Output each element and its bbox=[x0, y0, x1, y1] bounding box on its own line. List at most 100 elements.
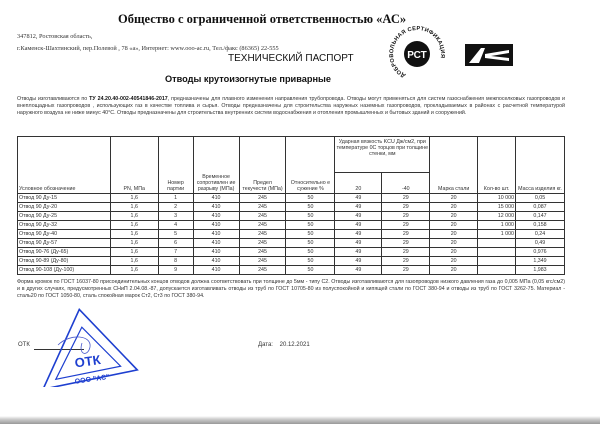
table-cell: 49 bbox=[334, 220, 383, 230]
table-cell: 0,976 bbox=[515, 247, 565, 257]
date-field: Дата: 20.12.2021 bbox=[258, 342, 310, 348]
table-cell: 0,49 bbox=[515, 238, 565, 248]
table-cell: 15 000 bbox=[477, 202, 517, 212]
table-cell: 245 bbox=[238, 211, 287, 221]
table-cell: 50 bbox=[285, 220, 336, 230]
table-cell: Отвод 90-108 (Ду-100) bbox=[17, 265, 111, 275]
table-cell: 245 bbox=[238, 256, 287, 266]
table-cell: 50 bbox=[285, 229, 336, 239]
col-impact: Ударная вязкость KCU Дж/см2, при темпера… bbox=[334, 136, 431, 173]
table-cell bbox=[477, 238, 517, 248]
table-cell: 49 bbox=[334, 265, 383, 275]
table-cell: 29 bbox=[381, 256, 431, 266]
table-cell: 29 bbox=[381, 193, 431, 203]
table-cell: 245 bbox=[238, 202, 287, 212]
table-cell: 29 bbox=[381, 211, 431, 221]
table-cell: 5 bbox=[157, 229, 194, 239]
table-cell: 29 bbox=[381, 238, 431, 248]
col-designation: Условное обозначение bbox=[17, 136, 111, 194]
certification-mark: РСТ bbox=[407, 50, 427, 61]
table-cell: 20 bbox=[429, 247, 479, 257]
table-cell: 20 bbox=[429, 211, 479, 221]
table-cell: 1,6 bbox=[109, 247, 159, 257]
document-title: ТЕХНИЧЕСКИЙ ПАСПОРТ bbox=[228, 53, 354, 64]
intro-paragraph: Отводы изготавливаются по ТУ 24.20.40-00… bbox=[17, 96, 565, 117]
table-cell: Отвод 90-89 (Ду-80) bbox=[17, 256, 111, 266]
table-cell: 410 bbox=[192, 220, 240, 230]
table-cell: 245 bbox=[238, 229, 287, 239]
table-cell: 20 bbox=[429, 220, 479, 230]
table-cell: 1,6 bbox=[109, 193, 159, 203]
table-cell: 29 bbox=[381, 265, 431, 275]
table-cell: 7 bbox=[157, 247, 194, 257]
table-cell: 20 bbox=[429, 229, 479, 239]
certification-logo: ДОБРОВОЛЬНАЯ СЕРТИФИКАЦИЯ РСТ bbox=[389, 26, 445, 79]
table-cell: 3 bbox=[157, 211, 194, 221]
table-cell: 1,983 bbox=[515, 265, 565, 275]
table-cell: 12 000 bbox=[477, 211, 517, 221]
table-cell: 1 000 bbox=[477, 220, 517, 230]
table-cell: 29 bbox=[381, 247, 431, 257]
table-cell: 50 bbox=[285, 265, 336, 275]
table-cell: 49 bbox=[334, 229, 383, 239]
col-mass: Масса изделия кг. bbox=[515, 136, 565, 194]
table-cell: 410 bbox=[192, 238, 240, 248]
table-cell: 1,6 bbox=[109, 256, 159, 266]
col-narrowing: Относительно е сужение % bbox=[285, 136, 336, 194]
table-cell: 20 bbox=[429, 238, 479, 248]
table-cell: 410 bbox=[192, 193, 240, 203]
table-cell: 1,6 bbox=[109, 229, 159, 239]
col-batch: Номер партии bbox=[157, 136, 194, 194]
address-line-1: 347812, Ростовская область, bbox=[17, 33, 93, 40]
table-cell: 4 bbox=[157, 220, 194, 230]
table-row: Отвод 90-76 (Ду-65) 1,6 7 410 245 50 49 29 20 0,9… bbox=[17, 247, 565, 257]
table-cell: 8 bbox=[157, 256, 194, 266]
table-cell: Отвод 90 Ду-57 bbox=[17, 238, 111, 248]
table-cell: 49 bbox=[334, 247, 383, 257]
table-cell: 9 bbox=[157, 265, 194, 275]
table-cell: 0,147 bbox=[515, 211, 565, 221]
table-cell: 2 bbox=[157, 202, 194, 212]
table-cell: 1 000 bbox=[477, 229, 517, 239]
table-cell: 49 bbox=[334, 256, 383, 266]
table-row: Отвод 90 Ду-20 1,6 2 410 245 50 49 29 20 15 000 0,… bbox=[17, 202, 565, 212]
table-cell: 410 bbox=[192, 256, 240, 266]
table-cell: 1,349 bbox=[515, 256, 565, 266]
col-impact-20: 20 bbox=[334, 172, 383, 194]
table-cell: 20 bbox=[429, 256, 479, 266]
address-line-2: г.Каменск-Шахтинский, пер.Полевой , 78 «… bbox=[17, 45, 279, 52]
table-row: Отвод 90 Ду-40 1,6 5 410 245 50 49 29 20 1 000 0,2… bbox=[17, 229, 565, 239]
table-row: Отвод 90 Ду-15 1,6 1 410 245 50 49 29 20 10 000 0,… bbox=[17, 193, 565, 203]
table-cell: 245 bbox=[238, 247, 287, 257]
certification-mark-circle bbox=[404, 41, 430, 67]
table-cell: 49 bbox=[334, 238, 383, 248]
table-cell: 410 bbox=[192, 229, 240, 239]
col-steel: Марка стали bbox=[429, 136, 479, 194]
table-cell: 0,158 bbox=[515, 220, 565, 230]
table-cell: Отвод 90 Ду-40 bbox=[17, 229, 111, 239]
table-cell: 6 bbox=[157, 238, 194, 248]
table-cell bbox=[477, 265, 517, 275]
table-cell: 1,6 bbox=[109, 238, 159, 248]
table-cell: 245 bbox=[238, 265, 287, 275]
footer-notes: Форма кромок по ГОСТ 16037-80 присоедини… bbox=[17, 279, 565, 299]
table-cell: 29 bbox=[381, 220, 431, 230]
table-row: Отвод 90-89 (Ду-80) 1,6 8 410 245 50 49 29 20 1,3… bbox=[17, 256, 565, 266]
table-cell: 20 bbox=[429, 193, 479, 203]
table-cell: Отвод 90 Ду-20 bbox=[17, 202, 111, 212]
table-cell: 50 bbox=[285, 238, 336, 248]
col-impact-minus40: -40 bbox=[381, 172, 431, 194]
table-cell: Отвод 90 Ду-15 bbox=[17, 193, 111, 203]
table-row: Отвод 90 Ду-57 1,6 6 410 245 50 49 29 20 0,49 bbox=[17, 238, 565, 248]
table-cell: 50 bbox=[285, 247, 336, 257]
table-cell: 20 bbox=[429, 265, 479, 275]
table-cell: 50 bbox=[285, 256, 336, 266]
table-cell: 410 bbox=[192, 202, 240, 212]
table-row: Отвод 90 Ду-32 1,6 4 410 245 50 49 29 20 1 000 0,1… bbox=[17, 220, 565, 230]
table-cell bbox=[477, 256, 517, 266]
table-cell: 1 bbox=[157, 193, 194, 203]
stamp-bottom-text: ООО "АС" bbox=[74, 374, 109, 386]
col-pn: PN, МПа bbox=[109, 136, 159, 194]
table-cell: 50 bbox=[285, 193, 336, 203]
table-cell: 410 bbox=[192, 247, 240, 257]
